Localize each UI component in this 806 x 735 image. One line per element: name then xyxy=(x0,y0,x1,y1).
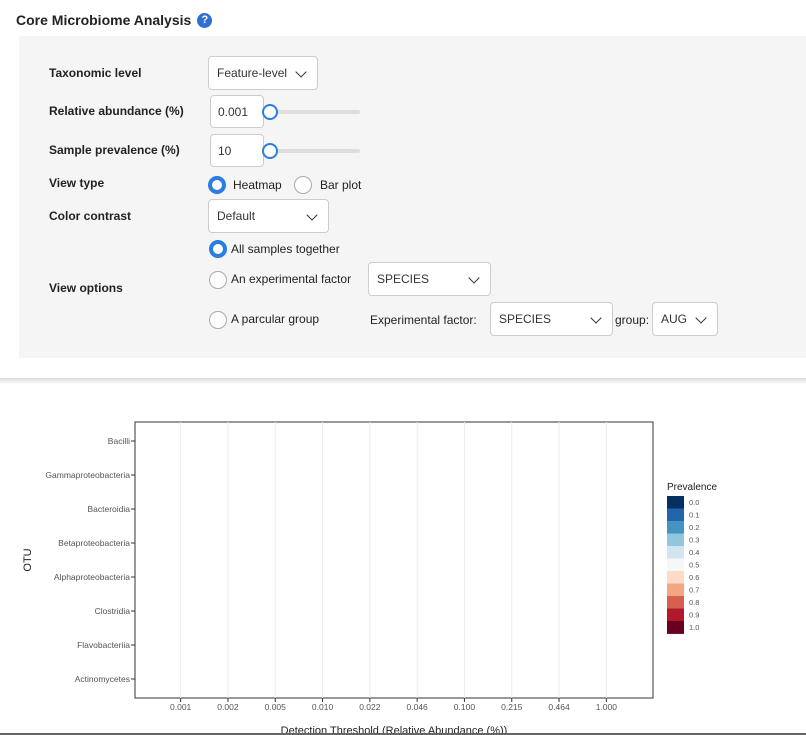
legend-title: Prevalence xyxy=(667,482,717,493)
section-divider xyxy=(0,378,806,384)
legend-swatch xyxy=(667,558,684,572)
sample-prevalence-slider-track[interactable] xyxy=(270,149,360,153)
taxonomic-level-label: Taxonomic level xyxy=(49,66,142,80)
legend-swatch xyxy=(667,583,684,597)
group-select[interactable]: AUG xyxy=(652,302,718,336)
taxonomic-level-value: Feature-level xyxy=(217,66,288,80)
legend-label: 0.9 xyxy=(689,611,699,620)
relative-abundance-slider-handle[interactable] xyxy=(262,104,278,120)
heatmap-radio-label: Heatmap xyxy=(233,178,282,192)
core-microbiome-heatmap: Bacilli Gammaproteobacteria Bacteroidia Bet… xyxy=(22,421,717,735)
color-contrast-label: Color contrast xyxy=(49,209,132,223)
view-options-label: View options xyxy=(49,281,123,295)
legend-label: 0.4 xyxy=(689,548,699,557)
x-tick-label: 0.005 xyxy=(265,702,287,712)
legend-swatch xyxy=(667,508,684,522)
x-tick-label: 1.000 xyxy=(596,702,618,712)
y-tick-label: Flavobacteriia xyxy=(77,640,130,650)
x-tick-label: 0.215 xyxy=(501,702,523,712)
legend-label: 1.0 xyxy=(689,623,699,632)
y-tick-label: Betaproteobacteria xyxy=(58,538,130,548)
relative-abundance-label: Relative abundance (%) xyxy=(49,104,184,118)
all-samples-radio-label: All samples together xyxy=(231,242,340,256)
particular-group-radio-label: A parcular group xyxy=(231,312,320,326)
page-title: Core Microbiome Analysis ? xyxy=(16,12,213,28)
legend-label: 0.6 xyxy=(689,573,699,582)
sample-prevalence-slider-handle[interactable] xyxy=(262,143,278,159)
page-title-text: Core Microbiome Analysis xyxy=(16,12,192,28)
experimental-factor-label: Experimental factor: xyxy=(370,313,477,327)
x-axis-title: Detection Threshold (Relative Abundance … xyxy=(281,725,508,735)
x-tick-label: 0.022 xyxy=(359,702,381,712)
x-tick-label: 0.100 xyxy=(454,702,476,712)
y-tick-label: Actinomycetes xyxy=(75,674,130,684)
experimental-factor-radio[interactable] xyxy=(209,271,227,289)
legend-label: 0.2 xyxy=(689,523,699,532)
factor-select-value: SPECIES xyxy=(377,272,430,286)
taxonomic-level-select[interactable]: Feature-level xyxy=(208,56,318,90)
y-tick-label: Alphaproteobacteria xyxy=(54,572,130,582)
legend-swatch xyxy=(667,546,684,559)
question-circle-icon[interactable]: ? xyxy=(197,12,213,28)
experimental-factor-select[interactable]: SPECIES xyxy=(490,302,613,336)
legend-label: 0.1 xyxy=(689,511,699,520)
legend-swatch xyxy=(667,596,684,609)
barplot-radio[interactable] xyxy=(294,176,312,194)
color-contrast-select[interactable]: Default xyxy=(208,199,329,233)
legend-swatch xyxy=(667,571,684,584)
legend-swatch xyxy=(667,496,684,509)
x-tick-label: 0.010 xyxy=(312,702,334,712)
barplot-radio-label: Bar plot xyxy=(320,178,362,192)
heatmap-radio[interactable] xyxy=(208,176,226,194)
legend-swatch xyxy=(667,533,684,547)
sample-prevalence-value: 10 xyxy=(218,143,232,158)
legend-swatch xyxy=(667,521,684,534)
chevron-down-icon xyxy=(468,272,480,284)
y-tick-label: Clostridia xyxy=(95,606,131,616)
experimental-factor-value: SPECIES xyxy=(499,312,552,326)
particular-group-radio[interactable] xyxy=(209,311,227,329)
legend-label: 0.5 xyxy=(689,561,699,570)
color-contrast-value: Default xyxy=(217,209,256,223)
legend-swatch xyxy=(667,621,684,634)
experimental-factor-radio-label: An experimental factor xyxy=(231,272,352,286)
y-tick-label: Bacteroidia xyxy=(87,504,130,514)
group-select-value: AUG xyxy=(661,312,688,326)
legend-swatch xyxy=(667,608,684,622)
x-tick-label: 0.001 xyxy=(170,702,192,712)
legend-label: 0.8 xyxy=(689,598,699,607)
bottom-border xyxy=(0,733,806,735)
chevron-down-icon xyxy=(295,66,307,78)
y-axis-title: OTU xyxy=(22,548,34,571)
x-tick-label: 0.046 xyxy=(407,702,429,712)
y-tick-label: Gammaproteobacteria xyxy=(45,470,130,480)
chevron-down-icon xyxy=(590,312,602,324)
all-samples-radio[interactable] xyxy=(209,240,227,258)
relative-abundance-value: 0.001 xyxy=(218,104,249,119)
sample-prevalence-label: Sample prevalence (%) xyxy=(49,143,180,157)
plot-panel xyxy=(134,421,654,699)
sample-prevalence-input[interactable]: 10 xyxy=(210,134,264,167)
legend-label: 0.7 xyxy=(689,586,699,595)
legend-label: 0.0 xyxy=(689,498,699,507)
legend-label: 0.3 xyxy=(689,536,699,545)
group-label: group: xyxy=(615,313,650,327)
relative-abundance-slider-track[interactable] xyxy=(270,110,360,114)
relative-abundance-input[interactable]: 0.001 xyxy=(210,95,264,128)
x-tick-label: 0.002 xyxy=(217,702,239,712)
chevron-down-icon xyxy=(695,312,707,324)
y-tick-label: Bacilli xyxy=(108,436,130,446)
factor-select[interactable]: SPECIES xyxy=(368,262,491,296)
view-type-label: View type xyxy=(49,176,105,190)
chevron-down-icon xyxy=(306,209,318,221)
x-tick-label: 0.464 xyxy=(548,702,570,712)
